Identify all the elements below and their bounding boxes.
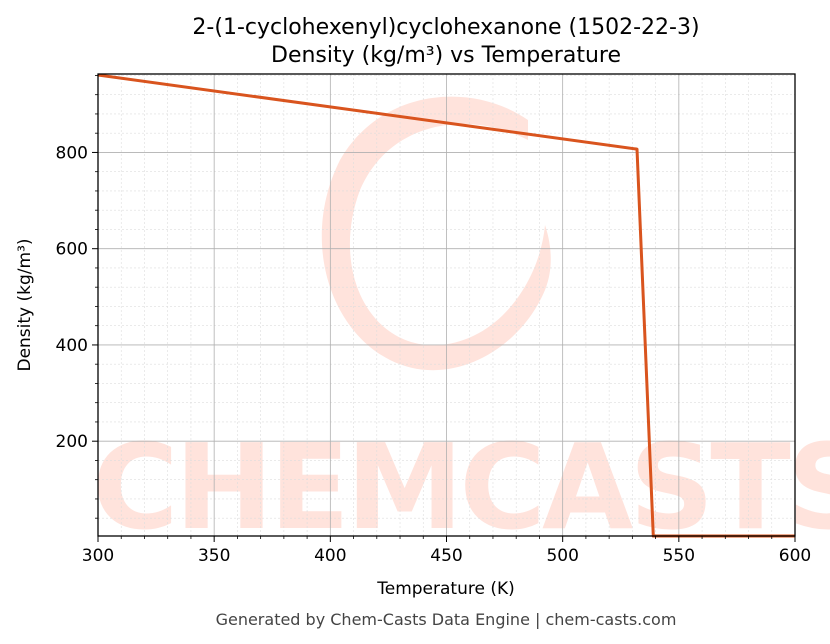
x-tick-label: 350	[198, 546, 230, 566]
x-axis-label: Temperature (K)	[376, 579, 515, 599]
x-tick-label: 600	[779, 546, 811, 566]
y-tick-label: 200	[56, 432, 88, 452]
y-tick-label: 400	[56, 336, 88, 356]
chemcasts-watermark: CHEMCASTS	[92, 96, 830, 556]
x-tick-label: 400	[314, 546, 346, 566]
y-axis-ticks: 200 400 600 800	[56, 75, 98, 519]
x-tick-label: 450	[430, 546, 462, 566]
x-tick-label: 550	[663, 546, 695, 566]
y-tick-label: 600	[56, 240, 88, 260]
x-tick-label: 300	[82, 546, 114, 566]
x-tick-label: 500	[546, 546, 578, 566]
y-tick-label: 800	[56, 143, 88, 163]
x-axis-ticks: 300 350 400 450 500 550 600	[82, 536, 811, 566]
watermark-swirl	[321, 96, 551, 371]
y-axis-label: Density (kg/m³)	[15, 238, 35, 371]
chart-title: 2-(1-cyclohexenyl)cyclohexanone (1502-22…	[192, 15, 699, 40]
chart-subtitle: Density (kg/m³) vs Temperature	[271, 43, 621, 68]
footer-credit: Generated by Chem-Casts Data Engine | ch…	[216, 610, 677, 629]
